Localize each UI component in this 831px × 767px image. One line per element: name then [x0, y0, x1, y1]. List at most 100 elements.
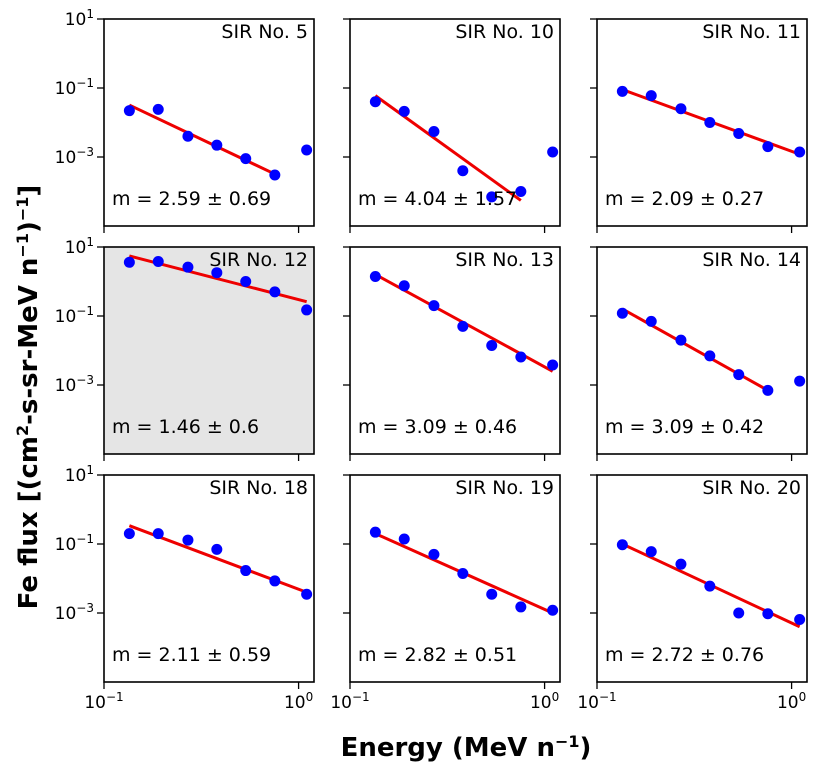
data-point [211, 139, 223, 151]
data-point [182, 534, 194, 546]
data-point [240, 153, 252, 165]
slope-label: m = 2.82 ± 0.51 [358, 644, 517, 666]
panel-frame [103, 246, 315, 455]
data-point [182, 130, 194, 142]
panel: 101 10−1 10−3 SIR No. 12 m = 1.46 ± 0.6 [55, 235, 315, 461]
data-point [616, 85, 628, 97]
panel-title: SIR No. 19 [455, 477, 554, 499]
data-point [675, 103, 687, 115]
data-point [794, 375, 806, 387]
slope-label: m = 1.46 ± 0.6 [112, 416, 259, 438]
panel: 101 10−1 10−3 SIR No. 5 m = 2.59 ± 0.69 [55, 7, 315, 233]
x-axis-label: Energy (MeV n−1) [341, 732, 592, 764]
data-point [301, 144, 313, 156]
data-point [369, 96, 381, 108]
panel-frame [596, 246, 808, 455]
data-point [457, 567, 469, 579]
data-point [515, 186, 527, 197]
panel: 101 10−1 10−3 10−1 100 SIR No. 18 m = 2.11 ± 0… [55, 463, 315, 713]
data-point [704, 580, 716, 592]
data-point [762, 608, 774, 620]
data-point [457, 165, 469, 177]
slope-label: m = 2.09 ± 0.27 [605, 188, 764, 210]
panel-frame [349, 246, 561, 455]
data-point [428, 300, 440, 312]
data-point [645, 546, 657, 558]
data-point [369, 270, 381, 282]
slope-label: m = 2.72 ± 0.76 [605, 644, 764, 666]
data-point [486, 191, 498, 203]
data-point [704, 350, 716, 362]
y-tick-label: 10−3 [55, 373, 94, 396]
x-tick-label: 100 [284, 690, 313, 713]
data-point [152, 528, 164, 540]
data-point [240, 565, 252, 577]
data-point [515, 601, 527, 613]
data-point [733, 607, 745, 619]
slope-label: m = 2.59 ± 0.69 [112, 188, 271, 210]
data-point [794, 146, 806, 158]
data-point [704, 117, 716, 128]
data-point [762, 384, 774, 396]
data-point [675, 334, 687, 346]
x-tick-label: 100 [777, 690, 806, 713]
y-tick-label: 10−1 [55, 304, 94, 327]
x-tick-label: 10−1 [577, 690, 616, 713]
data-point [211, 543, 223, 555]
slope-label: m = 4.04 ± 1.57 [358, 188, 517, 210]
panel: 10−1 100 SIR No. 20 m = 2.72 ± 0.76 [577, 474, 808, 713]
panel-title: SIR No. 12 [209, 249, 308, 271]
data-point [645, 315, 657, 327]
data-point [733, 127, 745, 139]
fit-line [128, 103, 276, 176]
panel-title: SIR No. 20 [702, 477, 801, 499]
data-point [428, 548, 440, 560]
panel-background [597, 247, 807, 454]
slope-label: m = 3.09 ± 0.46 [358, 416, 517, 438]
data-point [794, 613, 806, 625]
slope-label: m = 3.09 ± 0.42 [605, 416, 764, 438]
x-tick-label: 10−1 [330, 690, 369, 713]
panel: SIR No. 10 m = 4.04 ± 1.57 [343, 18, 561, 233]
panel-frame [103, 474, 315, 683]
y-tick-label: 101 [65, 7, 94, 30]
panel-background [597, 19, 807, 226]
data-point [240, 276, 252, 287]
data-point [486, 588, 498, 600]
data-point [301, 304, 313, 316]
data-point [369, 526, 381, 538]
panel-background [350, 475, 560, 682]
data-point [152, 255, 164, 267]
panel-background [350, 247, 560, 454]
data-point [301, 588, 313, 600]
data-point [211, 267, 223, 279]
data-point [547, 604, 559, 616]
panel-title: SIR No. 13 [455, 249, 554, 271]
panel-frame [103, 18, 315, 227]
panel-background [104, 19, 314, 226]
slope-label: m = 2.11 ± 0.59 [112, 644, 271, 666]
data-point [486, 339, 498, 351]
panel-title: SIR No. 14 [702, 249, 801, 271]
y-tick-label: 10−1 [55, 532, 94, 555]
data-point [269, 575, 281, 587]
panel: SIR No. 14 m = 3.09 ± 0.42 [590, 246, 808, 461]
panel-title: SIR No. 5 [221, 21, 308, 43]
panel-grid: 101 10−1 10−3 SIR No. 5 m = 2.59 ± 0.69 SIR N… [55, 7, 808, 713]
data-point [616, 307, 628, 319]
data-point [182, 261, 194, 273]
panel: 10−1 100 SIR No. 19 m = 2.82 ± 0.51 [330, 474, 561, 713]
data-point [398, 280, 410, 292]
data-point [123, 528, 135, 540]
data-point [515, 351, 527, 363]
data-point [733, 369, 745, 381]
data-point [457, 320, 469, 332]
panel-title: SIR No. 18 [209, 477, 308, 499]
data-point [616, 539, 628, 551]
data-point [123, 105, 135, 117]
panel-frame [349, 18, 561, 227]
panel-title: SIR No. 11 [702, 21, 801, 43]
panel-frame [596, 18, 808, 227]
data-point [428, 125, 440, 137]
y-tick-label: 101 [65, 463, 94, 486]
